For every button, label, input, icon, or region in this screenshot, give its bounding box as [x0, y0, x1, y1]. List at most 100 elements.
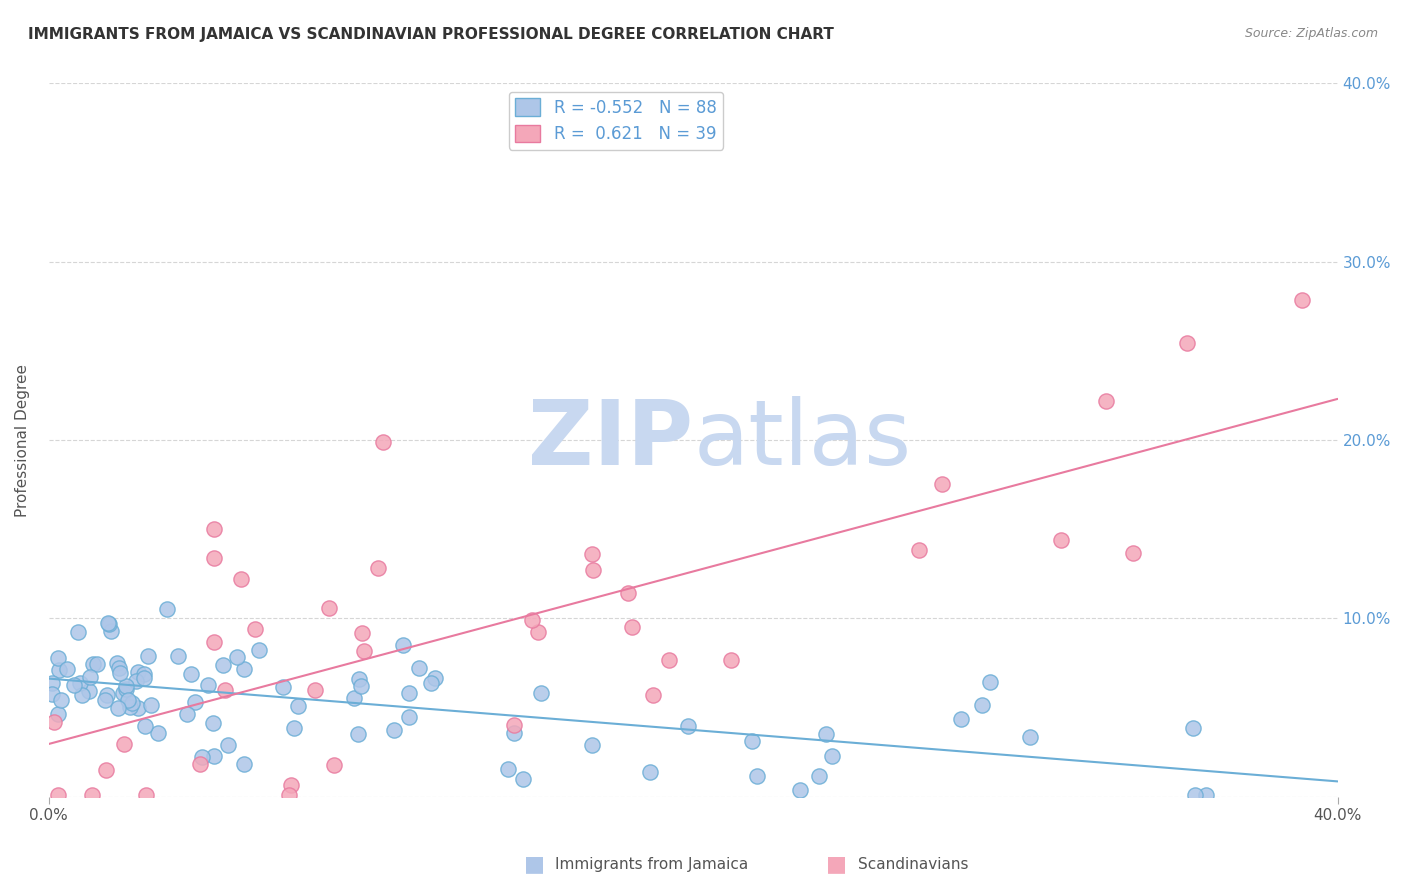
Text: Immigrants from Jamaica: Immigrants from Jamaica: [555, 857, 748, 872]
Point: [121, 696, 143, 710]
Point: [907, 542, 929, 557]
Point: [127, 665, 149, 680]
Point: [134, 719, 156, 733]
Point: [115, 681, 138, 696]
Point: [638, 764, 661, 779]
Point: [1181, 721, 1204, 735]
Point: [970, 698, 993, 712]
Point: [287, 698, 309, 713]
Point: [201, 715, 224, 730]
Point: [1050, 533, 1073, 547]
Point: [94, 693, 117, 707]
Text: Source: ZipAtlas.com: Source: ZipAtlas.com: [1244, 27, 1378, 40]
Point: [231, 572, 253, 586]
Point: [347, 672, 370, 686]
Point: [125, 674, 148, 689]
Point: [72, 689, 94, 703]
Point: [112, 737, 135, 751]
Point: [581, 738, 603, 752]
Point: [247, 642, 270, 657]
Point: [204, 749, 226, 764]
Point: [741, 734, 763, 748]
Y-axis label: Professional Degree: Professional Degree: [15, 364, 30, 516]
Point: [353, 644, 375, 658]
Point: [107, 700, 129, 714]
Point: [184, 695, 207, 709]
Point: [202, 635, 225, 649]
Point: [425, 671, 447, 685]
Point: [621, 620, 644, 634]
Point: [398, 709, 420, 723]
Point: [41, 687, 63, 701]
Point: [112, 686, 135, 700]
Point: [51, 693, 73, 707]
Point: [398, 686, 420, 700]
Point: [148, 725, 170, 739]
Text: ■: ■: [524, 855, 544, 874]
Point: [420, 676, 443, 690]
Point: [512, 772, 534, 786]
Point: [188, 756, 211, 771]
Text: ■: ■: [827, 855, 846, 874]
Point: [530, 686, 553, 700]
Point: [134, 671, 156, 685]
Point: [44, 715, 66, 730]
Point: [280, 779, 302, 793]
Point: [527, 624, 550, 639]
Point: [503, 718, 526, 732]
Point: [347, 727, 370, 741]
Point: [138, 648, 160, 663]
Point: [658, 653, 681, 667]
Point: [212, 658, 235, 673]
Point: [118, 700, 141, 714]
Point: [617, 585, 640, 599]
Point: [814, 726, 837, 740]
Point: [931, 477, 953, 491]
Point: [82, 788, 104, 802]
Point: [214, 682, 236, 697]
Point: [86, 657, 108, 671]
Point: [720, 652, 742, 666]
Point: [217, 738, 239, 752]
Point: [97, 615, 120, 630]
Point: [392, 638, 415, 652]
Point: [1018, 730, 1040, 744]
Point: [807, 769, 830, 783]
Point: [100, 624, 122, 638]
Point: [46, 650, 69, 665]
Point: [643, 688, 665, 702]
Point: [79, 670, 101, 684]
Point: [115, 679, 138, 693]
Point: [979, 675, 1001, 690]
Point: [1095, 393, 1118, 408]
Point: [789, 783, 811, 797]
Point: [135, 788, 157, 802]
Point: [202, 522, 225, 536]
Point: [232, 662, 254, 676]
Point: [82, 657, 104, 672]
Point: [582, 563, 605, 577]
Text: Scandinavians: Scandinavians: [858, 857, 969, 872]
Point: [69, 676, 91, 690]
Legend: R = -0.552   N = 88, R =  0.621   N = 39: R = -0.552 N = 88, R = 0.621 N = 39: [509, 92, 723, 150]
Point: [676, 719, 699, 733]
Point: [367, 561, 389, 575]
Point: [1195, 788, 1218, 802]
Point: [503, 725, 526, 739]
Point: [41, 676, 63, 690]
Point: [382, 723, 405, 737]
Point: [202, 551, 225, 566]
Point: [1184, 788, 1206, 802]
Point: [581, 548, 603, 562]
Point: [350, 679, 373, 693]
Point: [134, 666, 156, 681]
Point: [110, 665, 132, 680]
Point: [821, 749, 844, 764]
Point: [96, 688, 118, 702]
Point: [352, 626, 374, 640]
Point: [107, 656, 129, 670]
Point: [322, 758, 344, 772]
Point: [278, 788, 301, 802]
Point: [56, 662, 79, 676]
Point: [243, 622, 266, 636]
